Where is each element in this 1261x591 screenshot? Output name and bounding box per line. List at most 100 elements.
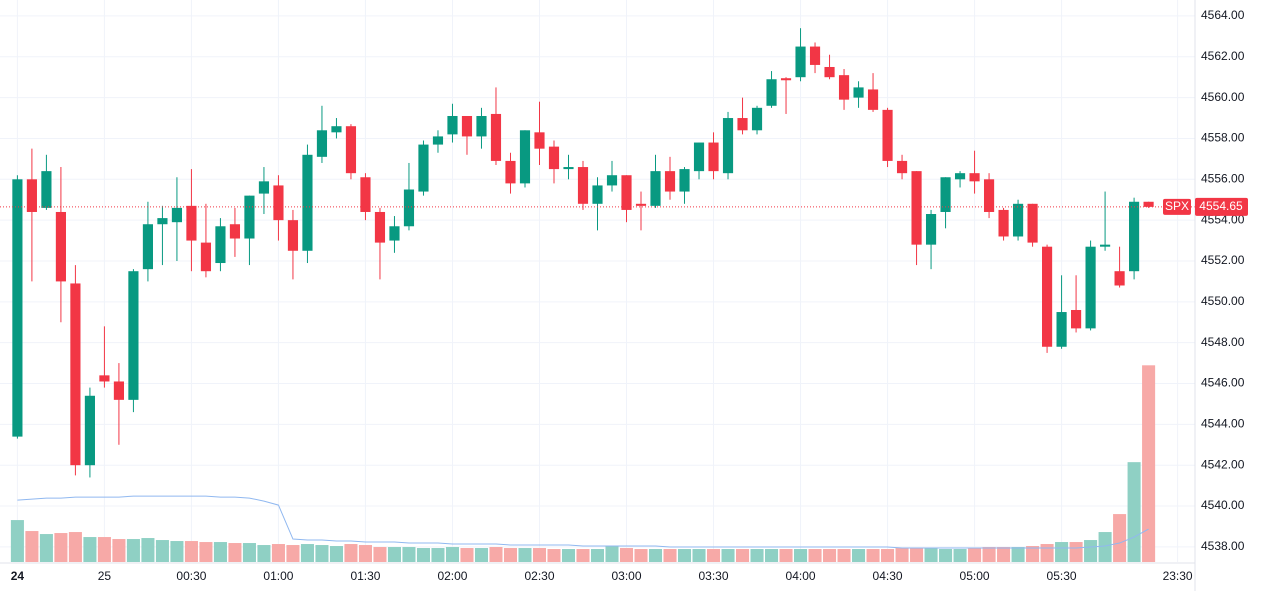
candle-body (258, 181, 270, 194)
candle-body (302, 154, 313, 251)
volume-bar (561, 549, 576, 562)
volume-bar (286, 545, 300, 562)
volume-bar (300, 544, 314, 562)
volume-bar (605, 546, 619, 562)
volume-bar (445, 547, 460, 562)
candle-body (215, 226, 226, 264)
candle-body (896, 160, 908, 174)
volume-bar (968, 548, 982, 562)
volume-bar (619, 548, 634, 562)
volume-bar (344, 544, 358, 562)
candle-body (287, 220, 299, 251)
candle-body (722, 118, 734, 174)
candles (0, 28, 1195, 478)
candle-body (809, 46, 821, 65)
volume-bar (794, 549, 808, 562)
volume-bar (663, 549, 677, 562)
volume-bar (924, 548, 938, 562)
volume-bar (83, 537, 97, 562)
candle-body (548, 146, 560, 170)
candle-body (519, 130, 531, 184)
x-tick-label: 04:00 (786, 569, 816, 583)
volume-bar (881, 549, 895, 562)
grid (0, 0, 1195, 562)
candle-body (853, 87, 864, 98)
candle-body (969, 173, 980, 182)
volume-bar (10, 520, 24, 562)
candle-body (273, 185, 284, 221)
candle-body (26, 179, 37, 212)
candle-body (1100, 244, 1111, 247)
volume-bar (373, 547, 387, 562)
candle-body (867, 89, 879, 110)
candle-body (142, 224, 154, 270)
volume-bar (735, 549, 750, 562)
y-tick-label: 4540.00 (1201, 498, 1245, 512)
candle-body (244, 195, 255, 239)
candle-body (461, 115, 473, 137)
volume-bar (634, 549, 648, 562)
volume-bar (1011, 547, 1025, 562)
last-price-badge (1195, 197, 1248, 216)
volume-bar (953, 549, 967, 562)
y-tick-label: 4564.00 (1201, 8, 1245, 22)
candle-body (824, 66, 835, 78)
symbol-label: SPX (1165, 199, 1189, 213)
candle-body (650, 171, 661, 206)
x-tick-label: 25 (98, 569, 112, 583)
volume-bar (518, 548, 532, 562)
x-tick-label: 01:30 (350, 569, 380, 583)
volume-bar (1127, 462, 1141, 562)
candle-body (403, 189, 415, 227)
candle-body (345, 126, 357, 174)
volume-bar (416, 548, 430, 562)
volume-bar (750, 549, 764, 562)
volume-bar (329, 546, 343, 562)
volume-bar (1098, 532, 1112, 562)
candle-body (679, 169, 690, 192)
candle-body (331, 126, 342, 133)
y-tick-label: 4550.00 (1201, 294, 1245, 308)
candle-body (911, 171, 922, 245)
candle-body (998, 209, 1009, 237)
volume-bar (184, 541, 198, 562)
candle-body (534, 132, 545, 149)
candle-body (418, 144, 429, 192)
candle-body (838, 75, 850, 100)
volume-bar (576, 549, 590, 562)
volume-bar (823, 549, 837, 562)
volume-bar (97, 537, 111, 562)
volume-bar (808, 549, 822, 562)
volume-bar (677, 549, 692, 562)
candle-body (621, 175, 632, 210)
volume-bar (939, 549, 953, 562)
candle-body (229, 224, 241, 239)
candle-body (55, 211, 66, 282)
candle-body (157, 218, 168, 225)
candle-body (84, 395, 95, 466)
y-tick-label: 4556.00 (1201, 171, 1245, 185)
candle-body (1114, 271, 1125, 286)
candle-body (751, 107, 763, 131)
volume-bar (1142, 365, 1156, 562)
volume-bar (431, 548, 445, 562)
candle-body (983, 179, 995, 212)
volume-bar (199, 542, 213, 562)
candle-body (41, 171, 52, 208)
candle-body (186, 205, 197, 241)
candle-body (389, 226, 400, 241)
volume-bar (68, 532, 82, 562)
x-tick-label: 03:30 (699, 569, 729, 583)
volume-bar (503, 548, 518, 562)
candle-body (1071, 309, 1082, 329)
volume-bar (866, 549, 880, 562)
candle-body (737, 118, 748, 131)
candle-body (128, 271, 139, 400)
x-tick-label: 01:00 (263, 569, 293, 583)
volume-bar (54, 533, 68, 562)
volume-bar (1084, 540, 1098, 562)
symbol-badge (1163, 198, 1191, 215)
